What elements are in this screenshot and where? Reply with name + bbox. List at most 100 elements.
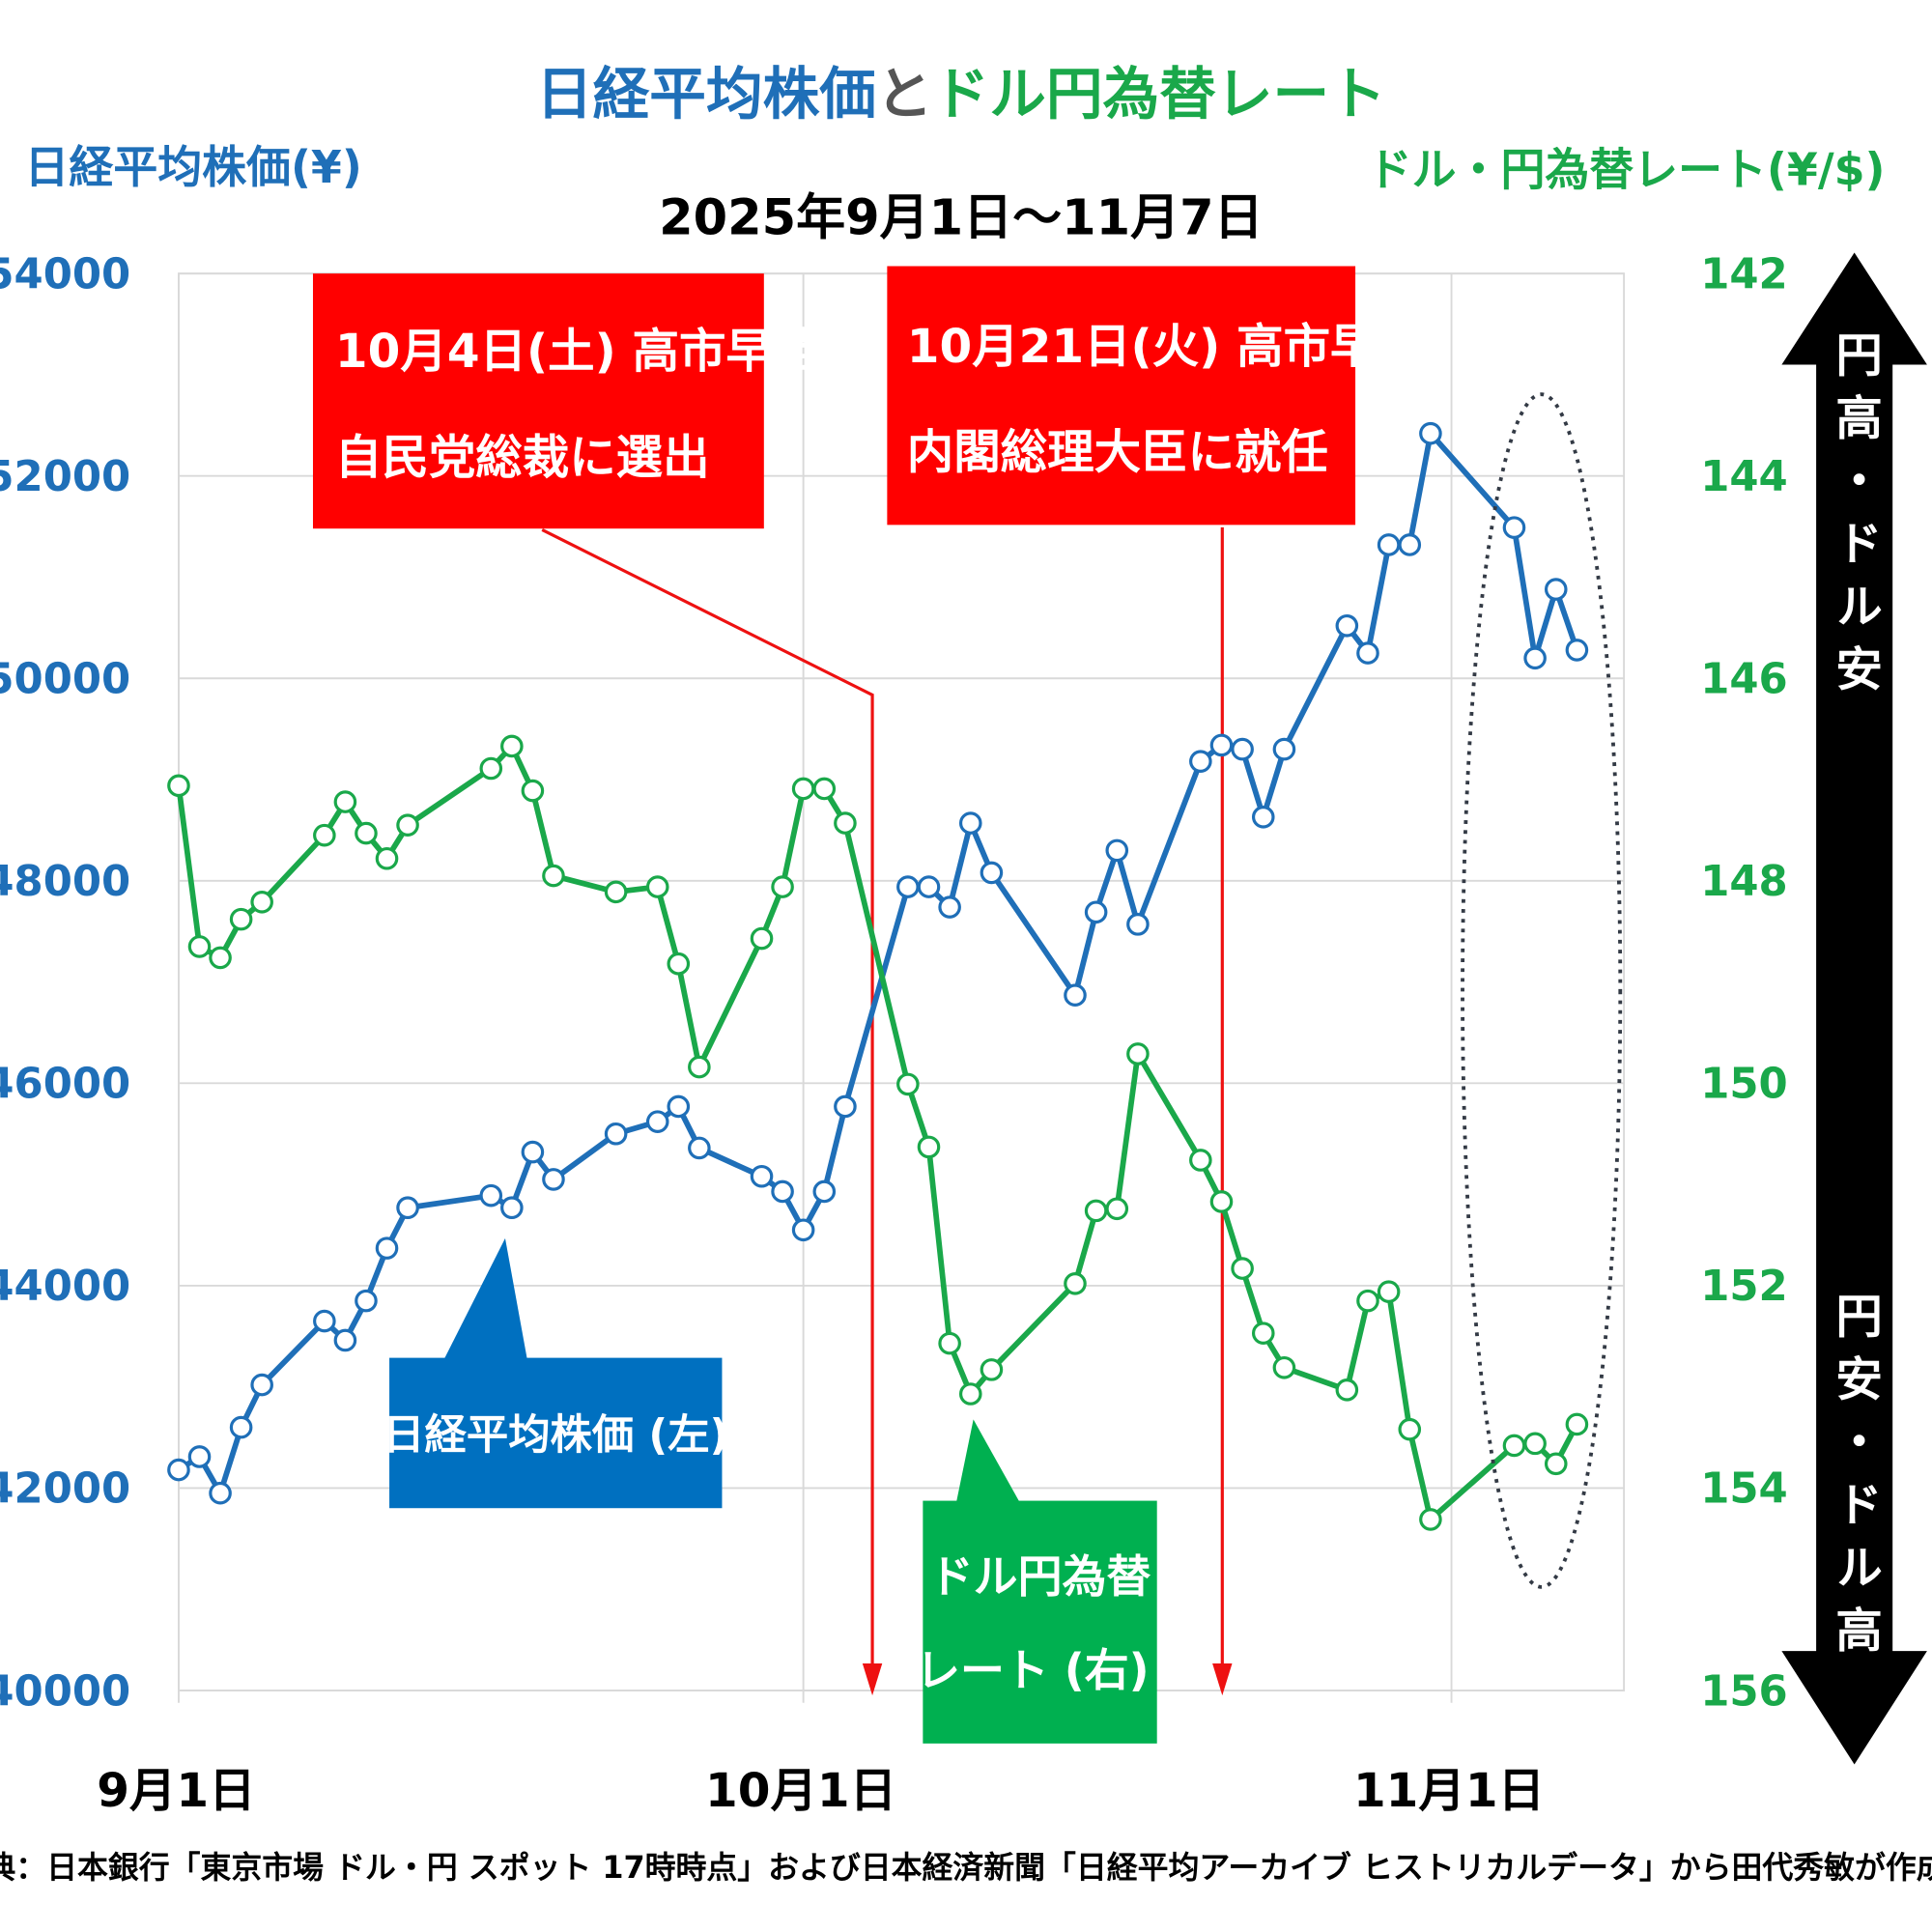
data-point xyxy=(896,1072,920,1096)
y-axis-right-label: ドル・円為替レート(¥/$) xyxy=(1368,143,1886,195)
arrow-label-bottom: 円安・ドル高 xyxy=(1828,1292,1882,1668)
data-point xyxy=(1084,1199,1108,1223)
data-point xyxy=(521,779,545,803)
data-point xyxy=(187,1445,212,1468)
data-point xyxy=(542,1168,565,1191)
data-point xyxy=(333,1328,357,1352)
fx-callout-line2: レート (右) xyxy=(916,1644,1150,1696)
chart-subtitle: 2025年9月1日～11月7日 xyxy=(659,189,1264,246)
data-point xyxy=(542,864,565,888)
data-point xyxy=(1398,1417,1422,1441)
data-point xyxy=(500,1196,524,1220)
data-point xyxy=(958,811,982,835)
nikkei-callout-text: 日経平均株価 (左) xyxy=(383,1411,728,1460)
x-tick-label: 10月1日 xyxy=(705,1764,896,1818)
data-point xyxy=(1356,1289,1379,1313)
y-axis-left-label: 日経平均株価(¥) xyxy=(25,141,362,193)
y-tick-left: 50000 xyxy=(0,656,130,704)
event2-box xyxy=(887,266,1356,526)
y-tick-right: 152 xyxy=(1700,1263,1788,1311)
event1-box xyxy=(312,273,764,529)
y-tick-right: 150 xyxy=(1700,1061,1788,1109)
data-point xyxy=(917,875,941,898)
x-tick-label: 9月1日 xyxy=(97,1764,255,1818)
data-point xyxy=(645,1110,669,1133)
data-point xyxy=(1419,1508,1442,1531)
data-point xyxy=(1419,421,1442,445)
event1-arrow-head xyxy=(862,1662,883,1696)
data-point xyxy=(1231,737,1254,761)
series-right xyxy=(167,734,1589,1531)
nikkei-callout-box xyxy=(389,1357,723,1509)
data-point xyxy=(167,774,190,798)
data-point xyxy=(1565,639,1589,662)
y-tick-left: 48000 xyxy=(0,858,130,906)
highlight-ellipse xyxy=(1461,392,1623,1589)
data-point xyxy=(250,891,273,914)
event1-line2: 自民党総裁に選出 xyxy=(335,431,710,485)
data-point xyxy=(313,823,336,847)
data-point xyxy=(958,1382,982,1406)
data-point xyxy=(187,935,212,958)
x-tick-label: 11月1日 xyxy=(1353,1764,1545,1818)
data-point xyxy=(1502,516,1526,539)
data-point xyxy=(750,1164,774,1188)
data-point xyxy=(750,926,774,951)
data-point xyxy=(375,1236,399,1260)
y-tick-left: 42000 xyxy=(0,1465,130,1514)
data-point xyxy=(791,1218,815,1242)
data-point xyxy=(604,1122,628,1146)
data-point xyxy=(1189,750,1212,773)
y-tick-right: 146 xyxy=(1700,656,1788,704)
fx-callout-line1: ドル円為替 xyxy=(929,1550,1151,1603)
y-tick-left: 46000 xyxy=(0,1061,130,1109)
data-point xyxy=(1209,1190,1234,1213)
data-point xyxy=(1189,1149,1212,1172)
y-tick-right: 142 xyxy=(1700,250,1788,298)
data-point xyxy=(1126,1042,1150,1065)
fx-callout-pointer xyxy=(955,1419,1021,1504)
data-point xyxy=(667,1094,691,1119)
data-point xyxy=(1565,1412,1589,1436)
data-point xyxy=(209,1481,232,1505)
data-point xyxy=(688,1136,711,1160)
y-tick-right: 148 xyxy=(1700,858,1788,906)
data-point xyxy=(1502,1434,1526,1458)
series-line xyxy=(177,430,1580,1496)
data-point xyxy=(1335,1378,1359,1402)
data-point xyxy=(396,813,419,837)
data-point xyxy=(1251,806,1275,829)
data-point xyxy=(313,1309,336,1333)
data-point xyxy=(980,1358,1004,1381)
data-point xyxy=(1356,641,1379,665)
arrow-label-top: 円高・ドル安 xyxy=(1828,330,1882,707)
data-point xyxy=(1544,1452,1568,1476)
y-tick-right: 144 xyxy=(1700,453,1788,501)
data-point xyxy=(645,875,669,898)
data-point xyxy=(896,875,920,898)
data-point xyxy=(1105,838,1129,863)
data-point xyxy=(604,880,628,904)
source-note: 出典：日本銀行「東京市場 ドル・円 スポット 17時時点」および日本経済新聞「日… xyxy=(0,1849,1932,1886)
data-point xyxy=(812,1179,837,1204)
data-point xyxy=(1523,646,1547,670)
chart-title: 日経平均株価とドル円為替レート xyxy=(536,61,1386,127)
data-point xyxy=(812,777,837,801)
double-arrow xyxy=(1781,252,1927,1765)
data-point xyxy=(1377,533,1401,556)
data-point xyxy=(1544,578,1568,601)
data-point xyxy=(771,1179,794,1204)
data-point xyxy=(229,1415,253,1439)
data-point xyxy=(1377,1280,1401,1303)
data-point xyxy=(834,811,857,835)
data-point xyxy=(1251,1321,1275,1345)
data-point xyxy=(250,1373,273,1397)
data-point xyxy=(396,1196,419,1220)
title-connector: と xyxy=(876,61,933,127)
event1-line1: 10月4日(土) 高市早苗 xyxy=(335,325,819,379)
fx-callout-box xyxy=(923,1500,1157,1744)
data-point xyxy=(1064,983,1087,1008)
